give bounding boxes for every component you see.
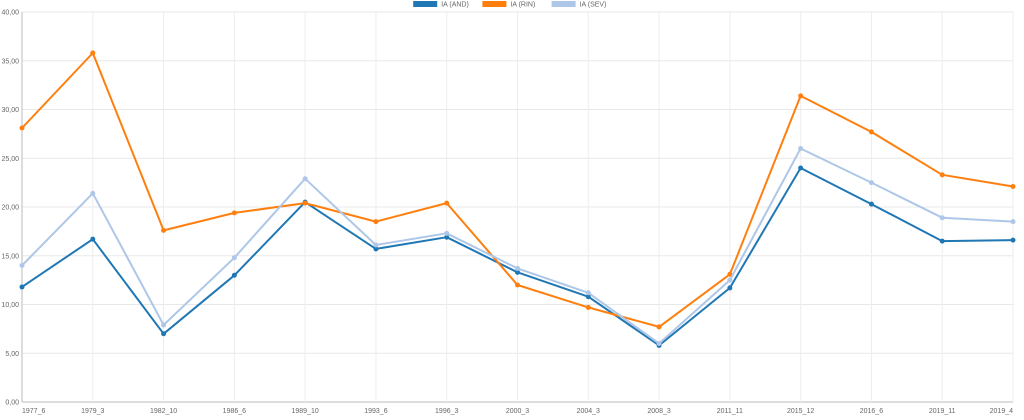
data-point[interactable] — [90, 190, 96, 196]
legend-label: IA (RIN) — [510, 2, 535, 9]
data-point[interactable] — [798, 165, 804, 171]
data-point[interactable] — [515, 282, 520, 288]
data-point[interactable] — [727, 277, 733, 283]
data-point[interactable] — [373, 246, 379, 252]
legend-label: IA (AND) — [441, 2, 469, 9]
data-point[interactable] — [585, 304, 591, 310]
x-tick-label: 2011_11 — [717, 408, 743, 415]
data-point[interactable] — [302, 176, 308, 182]
data-point[interactable] — [19, 284, 25, 290]
data-point[interactable] — [1010, 219, 1016, 225]
x-tick-label: 1979_3 — [81, 408, 104, 415]
x-tick-label: 2019_4 — [990, 408, 1013, 415]
data-point[interactable] — [444, 234, 450, 240]
data-point[interactable] — [1010, 184, 1016, 190]
data-point[interactable] — [727, 285, 733, 291]
x-tick-label: 2015_12 — [787, 408, 814, 415]
axis-layer: 0,00 5,00 10,00 15,00 20,00 25,00 30,00 35,00 40… — [1, 10, 1013, 416]
data-point[interactable] — [19, 263, 25, 268]
data-point[interactable] — [515, 265, 520, 271]
legend[interactable]: IA (AND) IA (RIN) IA (SEV) — [413, 1, 606, 9]
data-point[interactable] — [231, 210, 237, 216]
data-point[interactable] — [231, 272, 237, 278]
data-point[interactable] — [1010, 237, 1016, 243]
data-point[interactable] — [373, 219, 379, 225]
x-tick-label: 2004_3 — [577, 408, 600, 415]
data-point[interactable] — [161, 331, 167, 337]
x-tick-label: 1993_6 — [364, 408, 387, 415]
data-point[interactable] — [444, 230, 450, 236]
y-tick-label: 15,00 — [1, 253, 19, 260]
y-tick-label: 40,00 — [1, 10, 19, 17]
data-point[interactable] — [444, 200, 450, 206]
grid-layer — [21, 11, 1014, 403]
data-point[interactable] — [585, 294, 591, 300]
legend-item[interactable]: IA (SEV) — [551, 1, 607, 9]
x-tick-label: 1996_3 — [435, 408, 458, 415]
y-tick-label: 20,00 — [1, 205, 19, 212]
legend-swatch — [413, 1, 438, 7]
legend-swatch — [482, 1, 507, 7]
data-point[interactable] — [727, 271, 733, 277]
data-point[interactable] — [19, 125, 25, 131]
data-point[interactable] — [90, 50, 96, 56]
data-point[interactable] — [161, 227, 167, 233]
x-tick-label: 2019_11 — [929, 408, 956, 415]
data-point[interactable] — [161, 322, 167, 328]
series-2 — [19, 50, 1016, 330]
x-tick-label: 2016_6 — [860, 408, 883, 415]
y-tick-label: 25,00 — [1, 156, 19, 163]
data-point[interactable] — [90, 236, 96, 242]
y-tick-label: 35,00 — [1, 58, 19, 65]
series-layer — [19, 50, 1016, 348]
y-tick-label: 10,00 — [1, 302, 19, 309]
data-point[interactable] — [939, 215, 945, 221]
data-point[interactable] — [868, 180, 874, 186]
x-tick-label: 1986_6 — [223, 408, 246, 415]
data-point[interactable] — [656, 324, 662, 330]
data-point[interactable] — [868, 201, 874, 207]
legend-item[interactable]: IA (AND) — [413, 1, 469, 9]
y-tick-label: 5,00 — [5, 351, 19, 358]
data-point[interactable] — [515, 269, 520, 275]
data-point[interactable] — [939, 172, 945, 178]
data-point[interactable] — [231, 255, 237, 261]
x-tick-label: 1989_10 — [292, 408, 319, 415]
legend-label: IA (SEV) — [580, 2, 607, 9]
x-tick-label: 2008_3 — [647, 408, 670, 415]
legend-item[interactable]: IA (RIN) — [482, 1, 535, 9]
y-tick-label: 0,00 — [5, 400, 19, 407]
data-point[interactable] — [939, 238, 945, 244]
data-point[interactable] — [302, 200, 308, 206]
data-point[interactable] — [798, 93, 804, 99]
data-point[interactable] — [656, 341, 662, 346]
x-tick-label: 1982_10 — [150, 408, 177, 415]
data-point[interactable] — [373, 242, 379, 248]
y-tick-label: 30,00 — [1, 107, 19, 114]
data-point[interactable] — [798, 146, 804, 151]
data-point[interactable] — [585, 290, 591, 296]
legend-swatch — [551, 1, 576, 7]
x-tick-label: 1977_6 — [22, 408, 45, 415]
series-3 — [19, 146, 1016, 346]
data-point[interactable] — [868, 129, 874, 135]
x-tick-label: 2000_3 — [506, 408, 529, 415]
